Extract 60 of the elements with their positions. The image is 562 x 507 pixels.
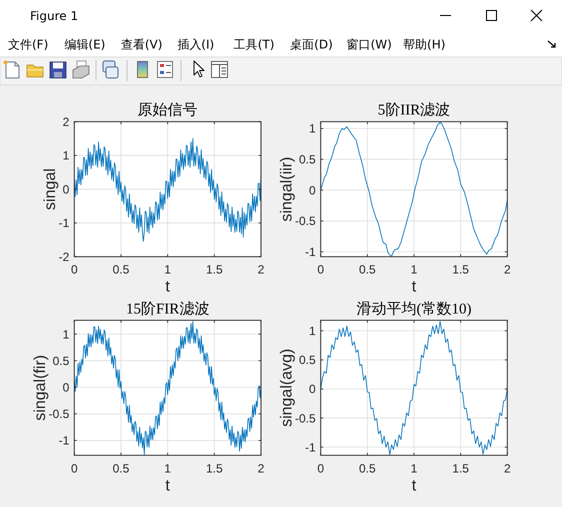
x-tick-label: 1 <box>164 262 172 277</box>
x-axis-title: t <box>412 278 417 296</box>
text: 窗口(W) <box>346 38 392 52</box>
x-tick-label: 1.5 <box>452 262 470 277</box>
y-tick-label: 0.5 <box>52 354 70 368</box>
chart-title: 滑动平均(常数10) <box>356 300 472 318</box>
y-tick-label: 1 <box>62 148 70 163</box>
x-tick-label: 0.5 <box>112 461 130 476</box>
line-series <box>320 321 508 456</box>
x-tick-label: 1 <box>164 461 172 476</box>
text: 桌面(D) <box>290 38 333 52</box>
chart-title: 15阶FIR滤波 <box>126 300 210 318</box>
x-tick-label: 1.5 <box>206 461 223 476</box>
x-axis-title: t <box>412 477 417 494</box>
text: 帮助(H) <box>403 38 446 52</box>
y-tick-label: 1 <box>309 122 316 136</box>
x-tick-label: 1 <box>410 262 418 277</box>
x-tick-label: 2 <box>504 262 511 277</box>
text: 查看(V) <box>120 38 162 52</box>
y-axis-title: singal <box>42 168 60 210</box>
y-tick-label: -2 <box>58 250 70 264</box>
y-tick-label: 0.5 <box>299 152 316 167</box>
y-axis-title: singal(iir) <box>278 156 296 222</box>
x-tick-label: 0.5 <box>359 461 376 476</box>
text: 插入(I) <box>177 38 214 52</box>
y-tick-label: -1 <box>58 434 70 448</box>
text: 编辑(E) <box>64 38 106 52</box>
y-tick-label: -1 <box>58 216 70 230</box>
y-tick-label: -1 <box>305 440 316 454</box>
y-axis-title: singal(avg) <box>278 348 296 427</box>
x-tick-label: 2 <box>258 262 265 277</box>
y-tick-label: -1 <box>305 244 316 259</box>
line-series <box>320 122 508 256</box>
y-tick-label: 0 <box>309 183 316 198</box>
x-tick-label: 1 <box>410 461 418 476</box>
x-tick-label: 1.5 <box>452 461 470 476</box>
y-tick-label: 1 <box>62 327 70 342</box>
text: Figure 1 <box>30 9 78 23</box>
y-tick-label: 1 <box>309 324 316 338</box>
y-tick-label: -0.5 <box>295 411 316 426</box>
x-tick-label: 1.5 <box>206 262 223 277</box>
y-tick-label: 0 <box>62 182 70 196</box>
x-axis-title: t <box>165 278 170 296</box>
y-tick-label: 2 <box>62 114 70 129</box>
line-series <box>74 138 262 242</box>
text: 文件(F) <box>8 38 48 52</box>
chart-title: 原始信号 <box>138 102 198 119</box>
x-tick-label: 0.5 <box>112 262 130 277</box>
y-tick-label: 0 <box>62 380 70 394</box>
y-axis-title: singal(fir) <box>32 354 50 421</box>
y-tick-label: -0.5 <box>295 214 316 228</box>
y-tick-label: -0.5 <box>48 407 70 422</box>
x-axis-title: t <box>165 477 170 494</box>
y-tick-label: 0 <box>309 382 316 396</box>
x-tick-label: 2 <box>504 461 511 476</box>
x-tick-label: 2 <box>258 461 265 476</box>
y-tick-label: 0.5 <box>299 353 316 368</box>
text: 工具(T) <box>234 38 274 52</box>
x-tick-label: 0.5 <box>359 262 376 277</box>
chart-title: 5阶IIR滤波 <box>378 102 450 119</box>
